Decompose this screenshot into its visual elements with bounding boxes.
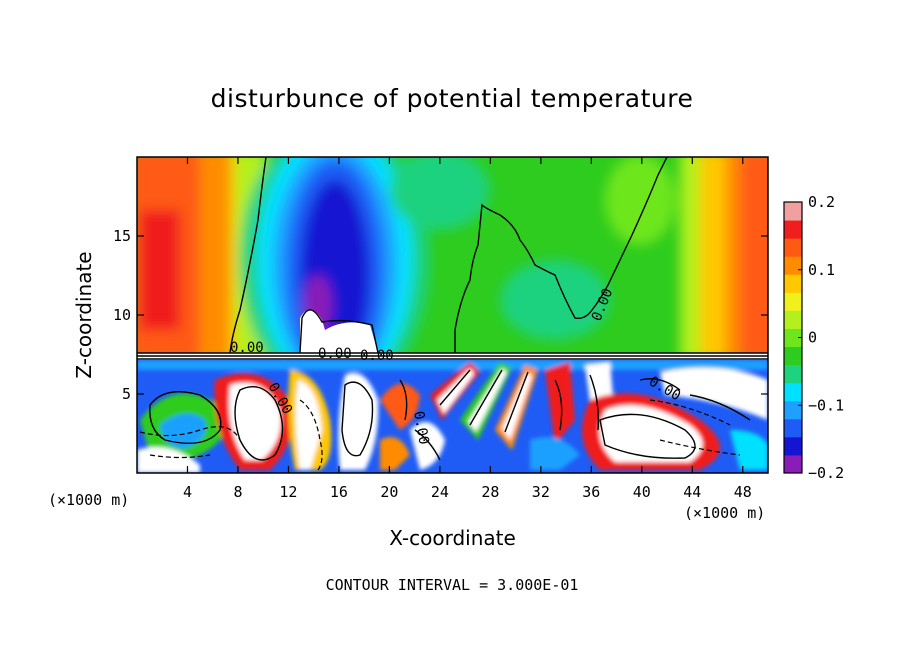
colorbar: 0.2 0.1 0 −0.1 −0.2 — [783, 193, 844, 482]
colorbar-tick-label: 0 — [808, 329, 817, 347]
contour-label: 0.00 — [230, 340, 264, 356]
x-tick-label: 24 — [431, 483, 449, 501]
x-tick-label: 8 — [233, 483, 242, 501]
contour-label: 0.00 — [318, 346, 352, 362]
x-tick-label: 16 — [330, 483, 348, 501]
colorbar-swatch — [784, 220, 802, 239]
colorbar-swatch — [784, 418, 802, 438]
colorbar-swatch — [784, 310, 802, 329]
colorbar-swatch — [784, 382, 802, 402]
contour-lines — [149, 157, 751, 461]
colorbar-swatch — [784, 274, 802, 293]
upper-field — [137, 157, 768, 353]
x-unit-label: (×1000 m) — [684, 504, 766, 522]
colorbar-tick-label: 0.1 — [808, 261, 835, 279]
y-tick-label: 5 — [122, 385, 131, 403]
interface-lines — [137, 352, 768, 360]
dashed-contours — [139, 399, 741, 471]
colorbar-tick-label: −0.1 — [808, 396, 844, 414]
x-tick-label: 36 — [582, 483, 600, 501]
x-tick-label: 40 — [633, 483, 651, 501]
contour-interval-note: CONTOUR INTERVAL = 3.000E-01 — [325, 576, 579, 594]
colorbar-swatch — [784, 346, 802, 366]
colorbar-swatch — [784, 328, 802, 348]
y-axis: 5 10 15 — [113, 227, 768, 403]
colorbar-swatch — [784, 400, 802, 420]
x-tick-label: 32 — [532, 483, 550, 501]
x-axis: 4 8 12 16 20 24 28 32 36 40 44 48 — [183, 157, 752, 501]
x-tick-label: 48 — [734, 483, 752, 501]
x-tick-label: 4 — [183, 483, 192, 501]
contour-label: 0.00 — [360, 348, 394, 364]
x-tick-label: 20 — [380, 483, 398, 501]
x-axis-label: X-coordinate — [389, 526, 516, 550]
colorbar-swatch — [784, 292, 802, 311]
y-tick-label: 15 — [113, 227, 131, 245]
colorbar-tick-label: −0.2 — [808, 464, 844, 482]
y-unit-label: (×1000 m) — [48, 491, 130, 509]
x-tick-label: 12 — [279, 483, 297, 501]
y-axis-label: Z-coordinate — [72, 251, 96, 379]
colorbar-swatch — [784, 238, 802, 257]
contour-label: 0.00 — [410, 410, 432, 446]
colorbar-swatch — [784, 256, 802, 275]
x-tick-label: 44 — [683, 483, 701, 501]
lower-field — [137, 360, 768, 473]
x-tick-label: 28 — [481, 483, 499, 501]
colorbar-swatch — [784, 202, 802, 221]
colorbar-tick-label: 0.2 — [808, 193, 835, 211]
y-tick-label: 10 — [113, 306, 131, 324]
colorbar-swatch — [784, 436, 802, 456]
colorbar-swatch — [784, 454, 802, 474]
colorbar-swatch — [784, 364, 802, 384]
chart-title: disturbunce of potential temperature — [210, 84, 694, 113]
